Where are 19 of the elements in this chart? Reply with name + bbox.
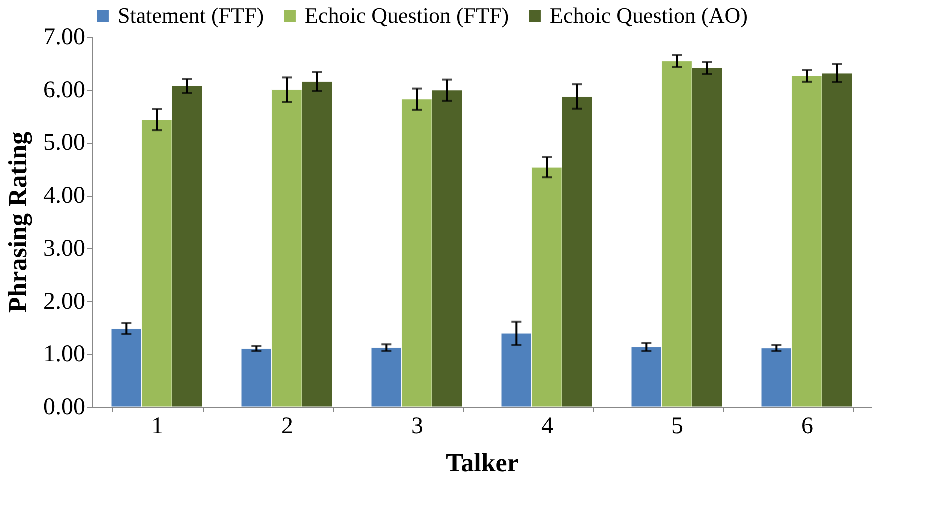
y-axis-title: Phrasing Rating bbox=[4, 132, 32, 314]
legend-label: Statement (FTF) bbox=[118, 3, 264, 28]
y-tick-label: 4.00 bbox=[44, 183, 86, 210]
legend-label: Echoic Question (AO) bbox=[550, 3, 748, 28]
x-tick-label: 3 bbox=[412, 414, 424, 440]
x-tick-label: 4 bbox=[542, 414, 554, 440]
y-tick-label: 1.00 bbox=[44, 342, 86, 368]
x-tick-label: 5 bbox=[672, 414, 684, 440]
y-tick-label: 6.00 bbox=[44, 77, 86, 104]
y-tick-label: 0.00 bbox=[44, 394, 86, 420]
legend-label: Echoic Question (FTF) bbox=[305, 3, 510, 28]
y-tick-label: 2.00 bbox=[44, 288, 86, 315]
x-tick-label: 2 bbox=[282, 414, 294, 440]
x-axis-title: Talker bbox=[446, 448, 519, 478]
y-tick-label: 5.00 bbox=[44, 130, 86, 156]
x-tick-label: 1 bbox=[152, 414, 164, 440]
y-tick-label: 3.00 bbox=[44, 236, 86, 262]
y-tick-label: 7.00 bbox=[44, 24, 86, 50]
x-tick-label: 6 bbox=[802, 414, 814, 440]
